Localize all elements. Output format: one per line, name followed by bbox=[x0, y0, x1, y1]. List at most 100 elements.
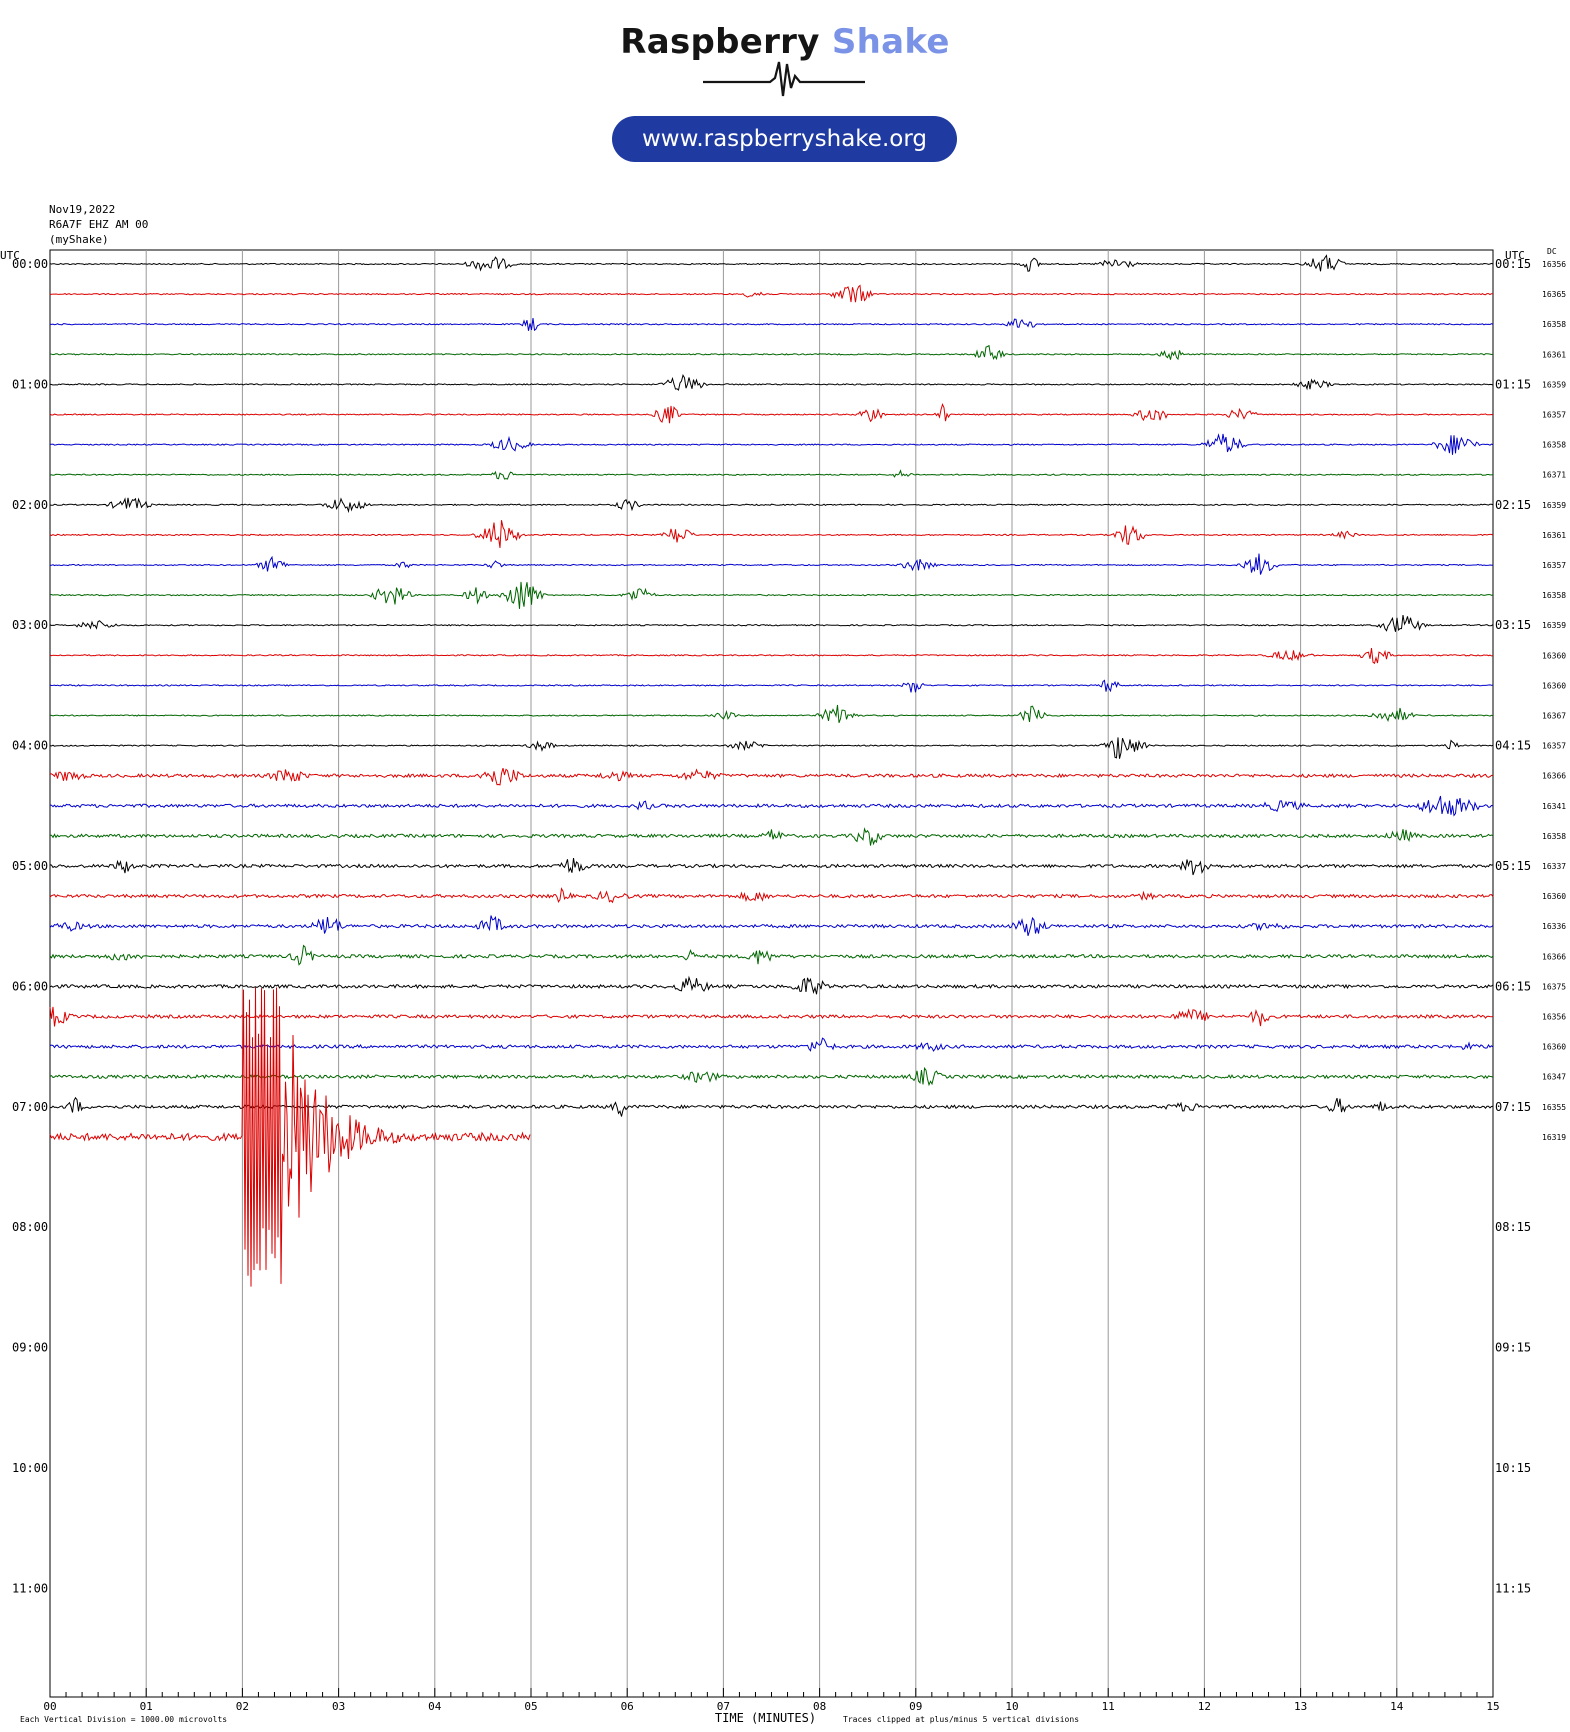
trace-line-10 bbox=[49, 553, 1494, 575]
trace-line-15 bbox=[49, 704, 1494, 723]
trace-line-16 bbox=[49, 737, 1494, 759]
dc-value: 16360 bbox=[1542, 1043, 1566, 1052]
x-tick-label: 14 bbox=[1390, 1700, 1404, 1713]
dc-value: 16367 bbox=[1542, 712, 1566, 721]
footer-scale-note: Each Vertical Division = 1000.00 microvo… bbox=[20, 1715, 227, 1724]
right-time-label: 00:15 bbox=[1495, 257, 1531, 271]
trace-line-3 bbox=[49, 344, 1494, 361]
trace-line-19 bbox=[50, 827, 1494, 846]
dc-value: 16356 bbox=[1542, 1013, 1566, 1022]
x-tick-label: 12 bbox=[1198, 1700, 1211, 1713]
trace-line-4 bbox=[49, 374, 1494, 391]
dc-value: 16355 bbox=[1542, 1103, 1566, 1112]
left-time-label: 05:00 bbox=[12, 859, 48, 873]
left-time-label: 09:00 bbox=[12, 1341, 48, 1355]
x-tick-label: 15 bbox=[1486, 1700, 1499, 1713]
website-pill: www.raspberryshake.org bbox=[612, 116, 957, 162]
dc-value: 16341 bbox=[1542, 802, 1566, 811]
footer-clip-note: Traces clipped at plus/minus 5 vertical … bbox=[843, 1715, 1079, 1724]
dc-value: 16337 bbox=[1542, 862, 1566, 871]
x-tick-label: 08 bbox=[813, 1700, 826, 1713]
left-time-label: 08:00 bbox=[12, 1220, 48, 1234]
dc-title: DC bbox=[1547, 247, 1557, 256]
x-tick-label: 04 bbox=[428, 1700, 442, 1713]
trace-line-13 bbox=[49, 648, 1494, 665]
trace-line-24 bbox=[49, 975, 1494, 995]
trace-line-0 bbox=[49, 254, 1494, 272]
left-time-label: 07:00 bbox=[12, 1100, 48, 1114]
trace-line-21 bbox=[49, 887, 1494, 904]
dc-value: 16319 bbox=[1542, 1133, 1566, 1142]
x-tick-label: 07 bbox=[717, 1700, 730, 1713]
trace-line-9 bbox=[49, 520, 1494, 548]
dc-value: 16366 bbox=[1542, 952, 1566, 961]
dc-value: 16359 bbox=[1542, 621, 1566, 630]
right-time-label: 05:15 bbox=[1495, 859, 1531, 873]
dc-value: 16357 bbox=[1542, 411, 1566, 420]
seismic-traces bbox=[49, 254, 1494, 1287]
trace-line-7 bbox=[49, 469, 1494, 480]
dc-value: 16358 bbox=[1542, 320, 1566, 329]
x-tick-label: 05 bbox=[524, 1700, 537, 1713]
trace-line-23 bbox=[49, 944, 1494, 966]
record-date: Nov19,2022 bbox=[49, 203, 116, 216]
right-time-label: 08:15 bbox=[1495, 1220, 1531, 1234]
x-tick-label: 10 bbox=[1005, 1700, 1018, 1713]
x-tick-label: 11 bbox=[1102, 1700, 1115, 1713]
trace-line-29 bbox=[49, 987, 531, 1287]
left-time-label: 06:00 bbox=[12, 979, 48, 993]
dc-value: 16359 bbox=[1542, 380, 1566, 389]
dc-value: 16356 bbox=[1542, 260, 1566, 269]
trace-line-27 bbox=[49, 1066, 1494, 1087]
trace-line-12 bbox=[49, 615, 1494, 632]
x-tick-label: 00 bbox=[43, 1700, 56, 1713]
dc-value: 16361 bbox=[1542, 531, 1566, 540]
brand-word-shake: Shake bbox=[831, 22, 950, 62]
right-time-label: 07:15 bbox=[1495, 1100, 1531, 1114]
dc-value: 16358 bbox=[1542, 441, 1566, 450]
dc-value: 16360 bbox=[1542, 892, 1566, 901]
trace-line-6 bbox=[49, 433, 1494, 455]
trace-line-20 bbox=[49, 858, 1494, 876]
brand-wordmark: Raspberry Shake bbox=[0, 22, 1570, 62]
x-tick-label: 02 bbox=[236, 1700, 249, 1713]
right-time-label: 02:15 bbox=[1495, 498, 1531, 512]
raspberry-shake-logo: Raspberry Shake www.raspberryshake.org bbox=[0, 0, 1570, 180]
left-time-label: 10:00 bbox=[12, 1461, 48, 1475]
trace-line-28 bbox=[50, 1096, 1494, 1117]
trace-line-26 bbox=[49, 1037, 1494, 1052]
right-time-label: 06:15 bbox=[1495, 979, 1531, 993]
dc-value: 16336 bbox=[1542, 922, 1566, 931]
right-time-label: 04:15 bbox=[1495, 739, 1531, 753]
x-tick-label: 01 bbox=[140, 1700, 153, 1713]
dc-value: 16358 bbox=[1542, 591, 1566, 600]
right-utc-title: UTC bbox=[1505, 249, 1525, 262]
left-time-label: 11:00 bbox=[12, 1581, 48, 1595]
dc-value: 16359 bbox=[1542, 501, 1566, 510]
trace-line-2 bbox=[49, 317, 1494, 332]
plot-frame bbox=[49, 249, 1494, 1698]
right-time-label: 01:15 bbox=[1495, 377, 1531, 391]
trace-line-22 bbox=[49, 915, 1494, 936]
station-code: R6A7F EHZ AM 00 bbox=[49, 218, 149, 231]
dc-value: 16347 bbox=[1542, 1073, 1566, 1082]
left-time-label: 02:00 bbox=[12, 498, 48, 512]
trace-line-17 bbox=[49, 767, 1494, 786]
left-time-label: 01:00 bbox=[12, 377, 48, 391]
left-time-label: 04:00 bbox=[12, 739, 48, 753]
dc-value: 16357 bbox=[1542, 561, 1566, 570]
network-name: (myShake) bbox=[49, 233, 109, 246]
right-time-label: 10:15 bbox=[1495, 1461, 1531, 1475]
dc-value: 16365 bbox=[1542, 290, 1566, 299]
trace-line-11 bbox=[49, 581, 1494, 609]
dc-value: 16371 bbox=[1542, 471, 1566, 480]
left-time-label: 00:00 bbox=[12, 257, 48, 271]
left-time-label: 03:00 bbox=[12, 618, 48, 632]
x-axis-label: TIME (MINUTES) bbox=[715, 1711, 816, 1725]
seismic-wave-icon bbox=[703, 61, 865, 97]
right-time-label: 09:15 bbox=[1495, 1341, 1531, 1355]
dc-value: 16357 bbox=[1542, 742, 1566, 751]
x-tick-label: 06 bbox=[621, 1700, 634, 1713]
plot-grid bbox=[49, 249, 1494, 1698]
